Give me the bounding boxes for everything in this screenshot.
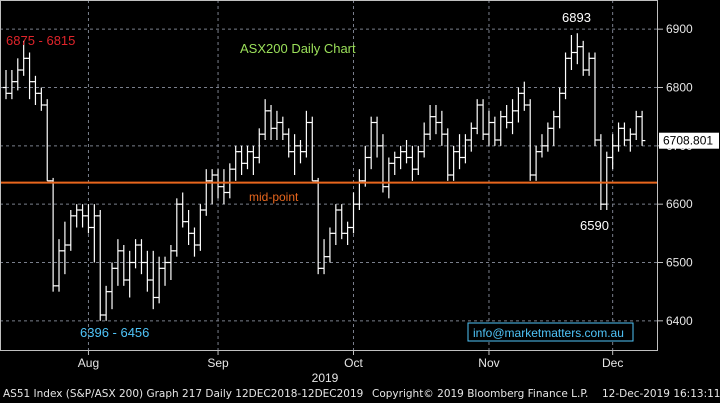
plot-frame	[0, 0, 658, 351]
y-tick-label: 6400	[666, 314, 693, 328]
x-tick-label: Nov	[478, 356, 499, 370]
x-axis-year: 2019	[312, 371, 339, 385]
asx200-chart: 640065006600670068006900 AugSepOctNovDec…	[0, 0, 720, 386]
contact-box-border	[467, 322, 634, 342]
midpoint-label: mid-point	[249, 190, 299, 204]
x-axis-ticks: Aug Sep Oct Nov Dec	[78, 350, 623, 370]
chart-title: ASX200 Daily Chart	[240, 41, 356, 56]
x-tick-label: Aug	[78, 356, 99, 370]
y-tick-label: 6800	[666, 81, 693, 95]
last-price-label: 6708.801	[663, 134, 713, 148]
contact-email-link[interactable]: info@marketmatters.com.au	[473, 326, 624, 340]
high-label: 6893	[562, 10, 591, 25]
ohlc-bar	[638, 110, 646, 146]
contact-box[interactable]: info@marketmatters.com.au	[467, 322, 634, 342]
x-tick-label: Sep	[207, 356, 229, 370]
chart-background	[0, 0, 720, 386]
footer-bar: AS51 Index (S&P/ASX 200) Graph 217 Daily…	[0, 386, 720, 403]
y-tick-label: 6500	[666, 256, 693, 270]
price-bars	[2, 33, 646, 321]
footer-copyright: Copyright© 2019 Bloomberg Finance L.P.	[372, 388, 589, 400]
last-price-box	[659, 132, 719, 149]
low-label: 6590	[580, 218, 609, 233]
footer-timestamp: 12-Dec-2019 16:13:11	[602, 388, 720, 400]
x-tick-label: Oct	[344, 356, 363, 370]
last-price-marker: 6708.801	[659, 132, 719, 149]
footer-index-info: AS51 Index (S&P/ASX 200) Graph 217 Daily…	[3, 388, 364, 400]
resistance-label: 6875 - 6815	[6, 33, 75, 48]
x-tick-label: Dec	[602, 356, 623, 370]
y-tick-label: 6900	[666, 22, 693, 36]
y-tick-label: 6600	[666, 197, 693, 211]
y-axis-ticks: 640065006600670068006900	[658, 22, 693, 328]
support-label: 6396 - 6456	[80, 325, 149, 340]
